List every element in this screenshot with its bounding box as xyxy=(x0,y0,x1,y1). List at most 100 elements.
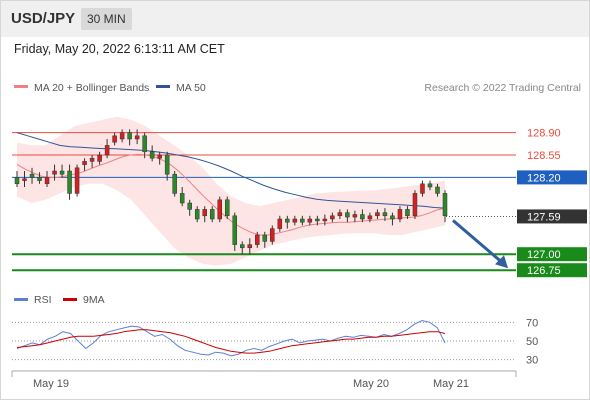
ma20-legend-label: MA 20 + Bollinger Bands xyxy=(34,82,149,94)
candle xyxy=(420,180,425,197)
timeframe-button[interactable]: 30 MIN xyxy=(81,8,132,30)
candles xyxy=(14,129,448,255)
candle xyxy=(187,199,192,216)
candle xyxy=(330,212,335,223)
candle-body xyxy=(104,145,110,156)
candle-body xyxy=(262,234,268,242)
projection-arrow-head xyxy=(495,255,508,269)
candle-body xyxy=(209,209,215,220)
bollinger-bands xyxy=(17,116,445,266)
candle xyxy=(224,196,230,219)
candle xyxy=(127,129,132,146)
candle-body xyxy=(270,228,275,242)
candle xyxy=(209,206,215,223)
candle-body xyxy=(112,135,117,143)
rsi-panel: 70 50 30 xyxy=(12,317,538,367)
candle-body xyxy=(367,215,373,220)
level-label-support: 127.00 xyxy=(527,249,561,261)
candle xyxy=(390,212,395,226)
rsi-ma-legend-label: 9MA xyxy=(83,294,105,306)
candle xyxy=(89,155,95,168)
candle xyxy=(157,151,162,165)
level-label-support: 126.75 xyxy=(527,265,561,277)
candle xyxy=(67,164,72,200)
candle xyxy=(22,171,27,187)
rsi-legend-swatch xyxy=(14,298,28,301)
x-axis-label: May 21 xyxy=(433,378,469,390)
candle-body xyxy=(382,212,388,217)
candle-body xyxy=(134,135,140,140)
candle xyxy=(44,171,50,187)
candle xyxy=(74,164,80,197)
rsi-ma-legend-swatch xyxy=(63,298,77,301)
candle-body xyxy=(59,170,65,175)
candle xyxy=(194,206,200,223)
level-label-box xyxy=(517,247,587,262)
candle xyxy=(37,172,42,184)
candle-body xyxy=(37,177,42,181)
candle-body xyxy=(172,173,177,194)
candle-body xyxy=(194,209,200,220)
level-label-box xyxy=(517,209,587,224)
ma50-line xyxy=(16,132,446,209)
candle-body xyxy=(179,193,185,204)
candle xyxy=(247,238,253,255)
candle-body xyxy=(22,178,27,181)
candle-body xyxy=(345,212,350,218)
candle xyxy=(202,206,207,223)
candle xyxy=(59,164,65,178)
candle xyxy=(315,215,320,226)
candle xyxy=(97,151,102,165)
ma20-legend-swatch xyxy=(14,85,28,88)
candle-body xyxy=(277,218,283,229)
candle-body xyxy=(142,135,147,153)
candle-body xyxy=(67,170,72,194)
rsi-level-label: 50 xyxy=(526,336,538,348)
candle-body xyxy=(435,186,440,194)
candle xyxy=(360,209,365,223)
candle-body xyxy=(397,209,403,220)
candle-body xyxy=(412,193,418,217)
candle xyxy=(134,129,140,145)
candle-body xyxy=(322,218,328,222)
candle-body xyxy=(187,202,192,210)
ma20-line xyxy=(16,153,446,236)
candle-body xyxy=(89,157,95,162)
candle xyxy=(382,208,388,221)
candle-body xyxy=(82,161,87,165)
header-bar: USD/JPY 30 MIN xyxy=(1,1,589,37)
candle xyxy=(52,164,57,181)
level-labels: 128.90 128.55 128.20 127.59 127.00 126.75 xyxy=(517,128,587,278)
rsi-level-label: 70 xyxy=(526,317,538,329)
candle xyxy=(345,209,350,223)
candle-body xyxy=(337,212,343,217)
rsi-line xyxy=(16,319,446,357)
candle xyxy=(375,209,380,219)
symbol-label: USD/JPY xyxy=(11,10,76,27)
candle xyxy=(112,132,117,146)
candle xyxy=(397,206,403,223)
candle-body xyxy=(240,244,245,249)
candle xyxy=(179,187,185,207)
candle xyxy=(82,158,87,171)
rsi-ma-line xyxy=(16,329,446,354)
candle-body xyxy=(255,234,260,245)
candle xyxy=(300,215,305,226)
candle xyxy=(307,215,313,226)
bollinger-band-fill xyxy=(17,116,445,266)
x-axis-label: May 20 xyxy=(353,378,389,390)
candle-body xyxy=(405,209,410,217)
candle-body xyxy=(14,177,20,185)
candle-body xyxy=(217,199,222,220)
candle xyxy=(427,180,433,191)
candle xyxy=(337,209,343,219)
rsi-legend-label: RSI xyxy=(34,294,52,306)
projection-arrow xyxy=(452,219,508,269)
candle xyxy=(442,190,448,223)
candle-body xyxy=(164,154,170,175)
level-label-box xyxy=(517,263,587,278)
candle xyxy=(270,225,275,245)
x-axis-label: May 19 xyxy=(33,378,69,390)
level-lines xyxy=(12,132,516,272)
